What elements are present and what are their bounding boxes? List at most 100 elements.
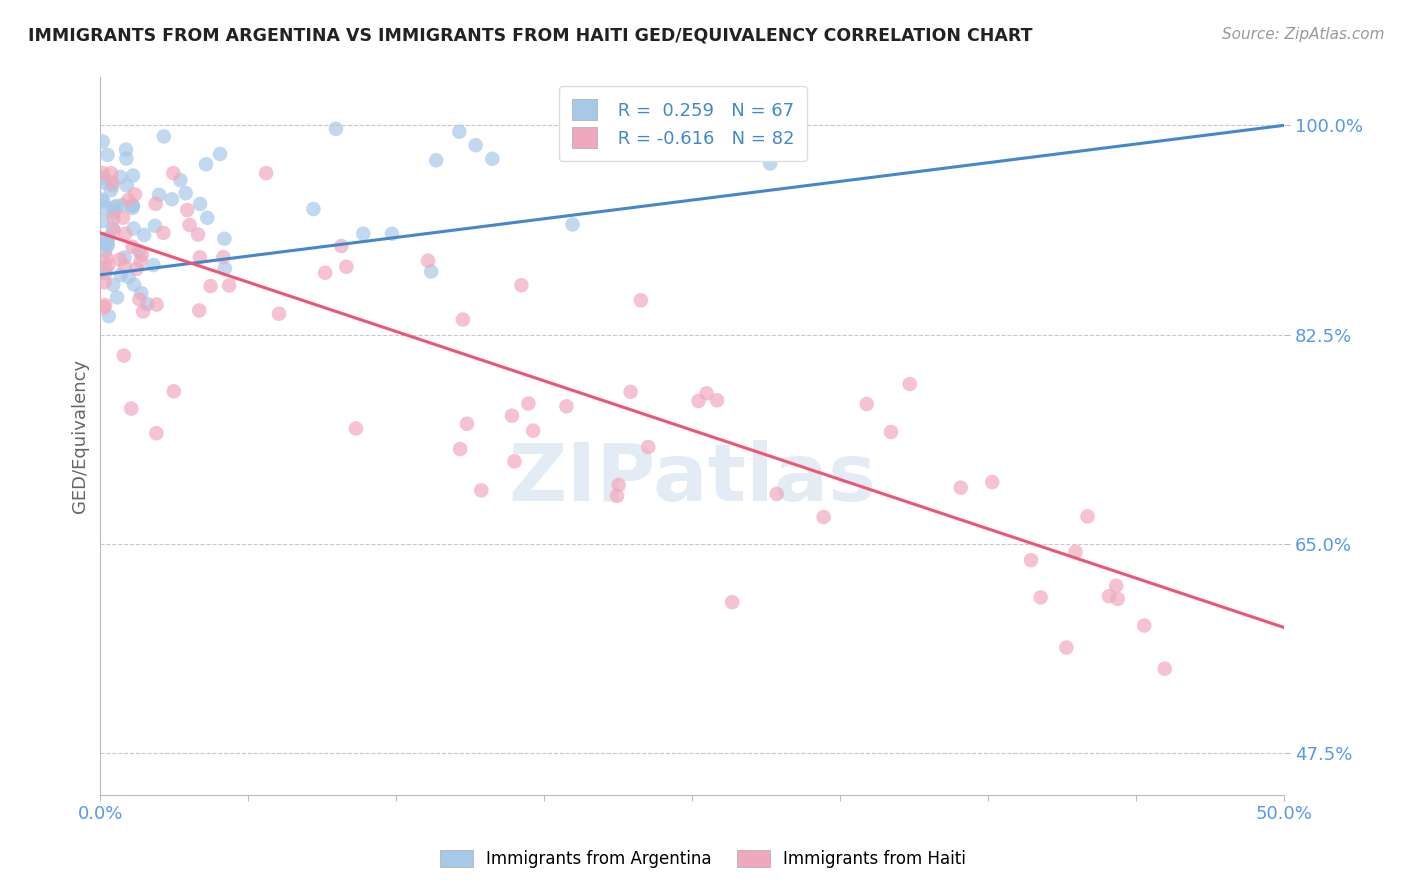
Point xyxy=(187,227,209,242)
Point xyxy=(813,510,835,524)
Point xyxy=(1054,640,1077,655)
Point xyxy=(214,232,236,246)
Point xyxy=(195,211,218,225)
Point xyxy=(101,221,124,235)
Point xyxy=(94,244,117,259)
Point xyxy=(420,264,443,278)
Point xyxy=(981,475,1004,489)
Point xyxy=(209,147,232,161)
Point xyxy=(555,400,578,414)
Point xyxy=(696,386,718,401)
Point xyxy=(132,304,155,318)
Point xyxy=(153,129,176,144)
Point xyxy=(1133,618,1156,632)
Point xyxy=(710,95,733,109)
Point xyxy=(121,240,143,254)
Point xyxy=(456,417,478,431)
Point xyxy=(120,401,142,416)
Point xyxy=(112,211,135,225)
Point xyxy=(93,275,115,289)
Point xyxy=(101,178,124,193)
Point xyxy=(100,183,122,197)
Point xyxy=(200,279,222,293)
Point xyxy=(510,278,533,293)
Point xyxy=(501,409,523,423)
Point xyxy=(188,303,211,318)
Point xyxy=(103,224,125,238)
Point xyxy=(176,202,198,217)
Point xyxy=(97,258,120,272)
Point xyxy=(152,226,174,240)
Point xyxy=(607,478,630,492)
Point xyxy=(96,237,118,252)
Point xyxy=(188,250,211,264)
Point xyxy=(91,193,114,207)
Point xyxy=(1064,545,1087,559)
Point xyxy=(93,301,115,315)
Point xyxy=(97,309,120,323)
Point xyxy=(132,227,155,242)
Point xyxy=(1105,579,1128,593)
Point xyxy=(129,254,152,268)
Point xyxy=(117,193,139,207)
Point xyxy=(606,489,628,503)
Point xyxy=(620,384,643,399)
Point xyxy=(103,277,125,292)
Point xyxy=(416,253,439,268)
Point xyxy=(121,198,143,212)
Point xyxy=(91,194,114,209)
Point xyxy=(110,268,132,282)
Legend: Immigrants from Argentina, Immigrants from Haiti: Immigrants from Argentina, Immigrants fr… xyxy=(433,843,973,875)
Point xyxy=(124,187,146,202)
Point xyxy=(148,187,170,202)
Point xyxy=(1153,662,1175,676)
Point xyxy=(100,166,122,180)
Point xyxy=(880,425,903,439)
Point xyxy=(96,232,118,246)
Point xyxy=(111,198,134,212)
Point xyxy=(96,201,118,215)
Point xyxy=(267,307,290,321)
Point xyxy=(131,248,153,262)
Point xyxy=(688,394,710,409)
Point xyxy=(122,277,145,292)
Point xyxy=(163,384,186,399)
Point xyxy=(314,266,336,280)
Point xyxy=(93,176,115,190)
Text: IMMIGRANTS FROM ARGENTINA VS IMMIGRANTS FROM HAITI GED/EQUIVALENCY CORRELATION C: IMMIGRANTS FROM ARGENTINA VS IMMIGRANTS … xyxy=(28,27,1032,45)
Point xyxy=(94,298,117,312)
Point xyxy=(122,221,145,235)
Point xyxy=(352,227,374,241)
Point xyxy=(96,251,118,265)
Point xyxy=(212,250,235,264)
Point xyxy=(103,211,125,226)
Point xyxy=(214,261,236,276)
Point xyxy=(105,290,128,304)
Point xyxy=(101,175,124,189)
Point xyxy=(122,169,145,183)
Point xyxy=(129,286,152,301)
Point xyxy=(114,260,136,274)
Point xyxy=(169,173,191,187)
Point xyxy=(451,312,474,326)
Point xyxy=(117,269,139,284)
Point xyxy=(114,227,136,241)
Point xyxy=(145,297,167,311)
Point xyxy=(103,201,125,215)
Point xyxy=(96,148,118,162)
Point xyxy=(1029,591,1052,605)
Point xyxy=(381,227,404,241)
Point xyxy=(855,397,877,411)
Point xyxy=(94,261,117,276)
Point xyxy=(464,138,486,153)
Point xyxy=(97,231,120,245)
Point xyxy=(630,293,652,308)
Point xyxy=(344,421,367,435)
Point xyxy=(898,377,921,392)
Point xyxy=(121,199,143,213)
Point xyxy=(706,393,728,408)
Point xyxy=(114,251,136,265)
Point xyxy=(91,135,114,149)
Point xyxy=(503,454,526,468)
Point xyxy=(325,121,347,136)
